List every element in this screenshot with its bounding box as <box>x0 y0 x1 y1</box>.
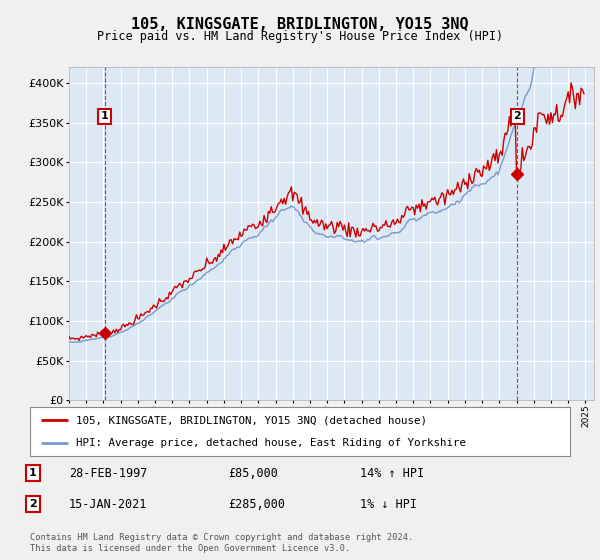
Text: £285,000: £285,000 <box>228 497 285 511</box>
Text: 105, KINGSGATE, BRIDLINGTON, YO15 3NQ: 105, KINGSGATE, BRIDLINGTON, YO15 3NQ <box>131 17 469 32</box>
Text: 1: 1 <box>29 468 37 478</box>
Text: Contains HM Land Registry data © Crown copyright and database right 2024.
This d: Contains HM Land Registry data © Crown c… <box>30 533 413 553</box>
Text: 1% ↓ HPI: 1% ↓ HPI <box>360 497 417 511</box>
Text: 2: 2 <box>29 499 37 509</box>
Text: 1: 1 <box>101 111 109 122</box>
Text: HPI: Average price, detached house, East Riding of Yorkshire: HPI: Average price, detached house, East… <box>76 438 466 448</box>
Text: Price paid vs. HM Land Registry's House Price Index (HPI): Price paid vs. HM Land Registry's House … <box>97 30 503 43</box>
Text: £85,000: £85,000 <box>228 466 278 480</box>
Text: 28-FEB-1997: 28-FEB-1997 <box>69 466 148 480</box>
Text: 105, KINGSGATE, BRIDLINGTON, YO15 3NQ (detached house): 105, KINGSGATE, BRIDLINGTON, YO15 3NQ (d… <box>76 416 427 426</box>
Text: 14% ↑ HPI: 14% ↑ HPI <box>360 466 424 480</box>
Text: 15-JAN-2021: 15-JAN-2021 <box>69 497 148 511</box>
Text: 2: 2 <box>514 111 521 122</box>
